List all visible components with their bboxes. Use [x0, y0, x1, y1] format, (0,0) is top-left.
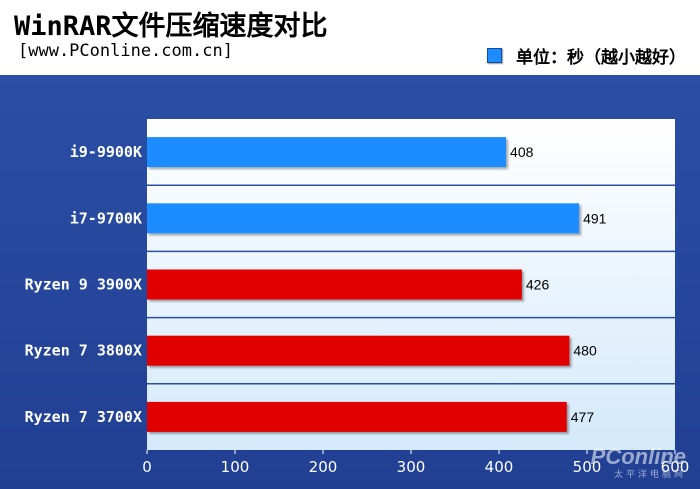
legend-swatch	[487, 48, 502, 63]
chart-title: WinRAR文件压缩速度对比	[14, 11, 328, 42]
x-tick-label: 100	[221, 458, 250, 476]
bar	[147, 269, 522, 300]
data-label: 408	[510, 144, 534, 160]
x-tick-label: 0	[142, 458, 152, 476]
category-label: Ryzen 7 3700X	[25, 408, 142, 426]
x-tick-label: 500	[573, 458, 602, 476]
bar-chart: 408 i9-9900K 491 i7-9700K 426 Ryzen 9 3900X 48…	[25, 119, 690, 476]
bar	[147, 137, 507, 168]
chart-header: WinRAR文件压缩速度对比 [www.PConline.com.cn] 单位：…	[0, 0, 700, 75]
category-label: Ryzen 7 3800X	[25, 342, 142, 360]
category-label: Ryzen 9 3900X	[25, 276, 142, 294]
x-tick-label: 400	[485, 458, 514, 476]
data-label: 491	[583, 210, 607, 226]
x-tick-label: 600	[661, 458, 690, 476]
watermark-sub: 太平洋电脑网	[613, 469, 686, 479]
x-tick-label: 200	[309, 458, 338, 476]
x-tick-label: 300	[397, 458, 426, 476]
chart-panel: 408 i9-9900K 491 i7-9700K 426 Ryzen 9 3900X 48…	[0, 75, 700, 489]
watermark-logo: PConline 太平洋电脑网	[591, 446, 686, 479]
data-label: 480	[573, 343, 597, 359]
data-label: 426	[526, 277, 550, 293]
bar	[147, 335, 570, 366]
data-label: 477	[571, 409, 595, 425]
category-label: i9-9900K	[70, 143, 142, 161]
legend-label: 单位：秒（越小越好）	[516, 48, 686, 68]
watermark-brand: PConline	[590, 444, 686, 469]
bar	[147, 401, 567, 432]
legend: 单位：秒（越小越好）	[487, 43, 686, 68]
category-label: i7-9700K	[70, 209, 142, 227]
chart-subtitle: [www.PConline.com.cn]	[18, 41, 233, 61]
bar	[147, 203, 580, 234]
